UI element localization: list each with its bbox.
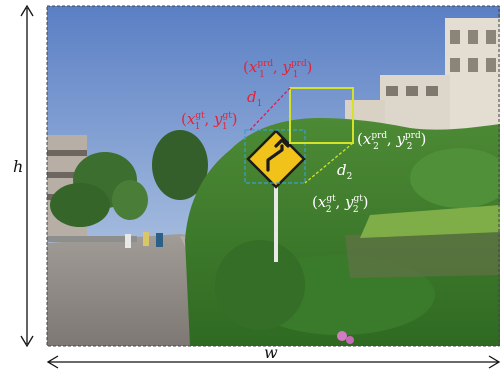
photo-border bbox=[46, 5, 500, 347]
road-sign bbox=[246, 129, 306, 262]
pedestrians bbox=[125, 232, 163, 248]
width-arrow-left-icon bbox=[46, 355, 59, 369]
height-dimension: h bbox=[13, 4, 34, 348]
p1-pred-open: ( bbox=[243, 58, 249, 76]
p1-pred-label: (xprd 1, yprd 1) bbox=[243, 58, 312, 80]
height-label: h bbox=[13, 157, 23, 176]
d2-label: d2 bbox=[337, 161, 352, 182]
predicted-box bbox=[289, 87, 354, 144]
sign-pole bbox=[274, 182, 278, 262]
d2-line bbox=[304, 142, 354, 184]
ground-truth-box bbox=[244, 129, 306, 184]
d1-label: d1 bbox=[247, 88, 262, 109]
p2-pred-label: (xprd 2, yprd 2) bbox=[357, 130, 426, 152]
sign-arrow bbox=[266, 138, 290, 172]
left-trees bbox=[50, 130, 208, 227]
sign-diamond bbox=[246, 129, 306, 189]
width-arrow-right-icon bbox=[488, 355, 501, 369]
width-label: w bbox=[264, 343, 278, 362]
p2-gt-label: (xgt 2, ygt 2) bbox=[312, 193, 368, 215]
width-dimension: w bbox=[46, 343, 501, 369]
p1-gt-label: (xgt 1, ygt 1) bbox=[181, 110, 237, 132]
height-arrow-bottom-icon bbox=[20, 335, 34, 348]
height-arrow-top-icon bbox=[20, 4, 34, 17]
